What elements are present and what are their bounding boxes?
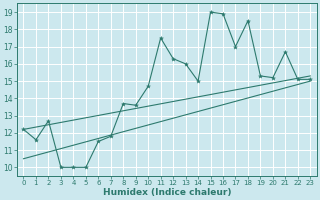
X-axis label: Humidex (Indice chaleur): Humidex (Indice chaleur) [103,188,231,197]
